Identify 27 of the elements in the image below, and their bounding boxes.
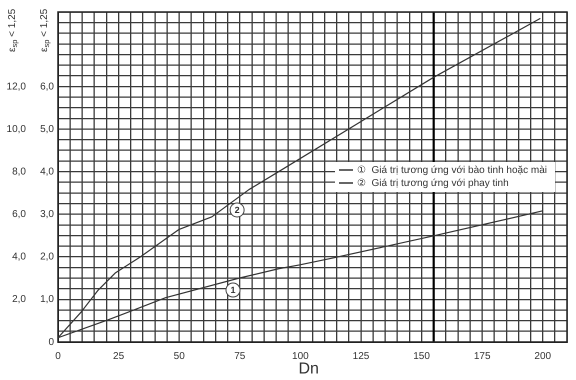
x-tick-label: 125	[352, 350, 370, 362]
legend-label: ② Giá trị tương ứng với phay tinh	[357, 178, 509, 189]
y-tick-label: 3,0	[40, 209, 54, 220]
y-tick-label: 6,0	[40, 81, 54, 92]
y2-tick-label: 12,0	[6, 81, 26, 92]
y-tick-label: 2,0	[40, 252, 54, 263]
x-tick-label: 100	[292, 350, 310, 362]
x-tick-label: 150	[413, 350, 430, 362]
y-tick-label: 4,0	[40, 166, 54, 178]
annotation: 2	[234, 204, 240, 215]
y2-tick-label: 4,0	[12, 252, 26, 263]
y2-tick-label: 10,0	[6, 124, 26, 135]
legend-label: ① Giá trị tương ứng với bào tinh hoặc mài	[357, 164, 548, 176]
x-tick-label: 175	[474, 350, 491, 362]
y2-tick-label: 2,0	[12, 294, 26, 306]
x-tick-label: 200	[534, 350, 552, 362]
x-tick-label: 25	[113, 350, 125, 362]
annotation: 1	[230, 285, 236, 296]
y2-tick-label: 8,0	[12, 166, 26, 178]
x-tick-label: 0	[55, 350, 62, 362]
x-tick-label: 75	[234, 350, 246, 362]
y-tick-label: 0	[48, 336, 54, 348]
y2-tick-label: 6,0	[12, 209, 26, 220]
x-tick-label: 50	[174, 350, 186, 362]
y-tick-label: 1,0	[40, 294, 54, 306]
x-axis-title: Dn	[298, 360, 319, 378]
y-tick-label: 5,0	[40, 124, 54, 135]
